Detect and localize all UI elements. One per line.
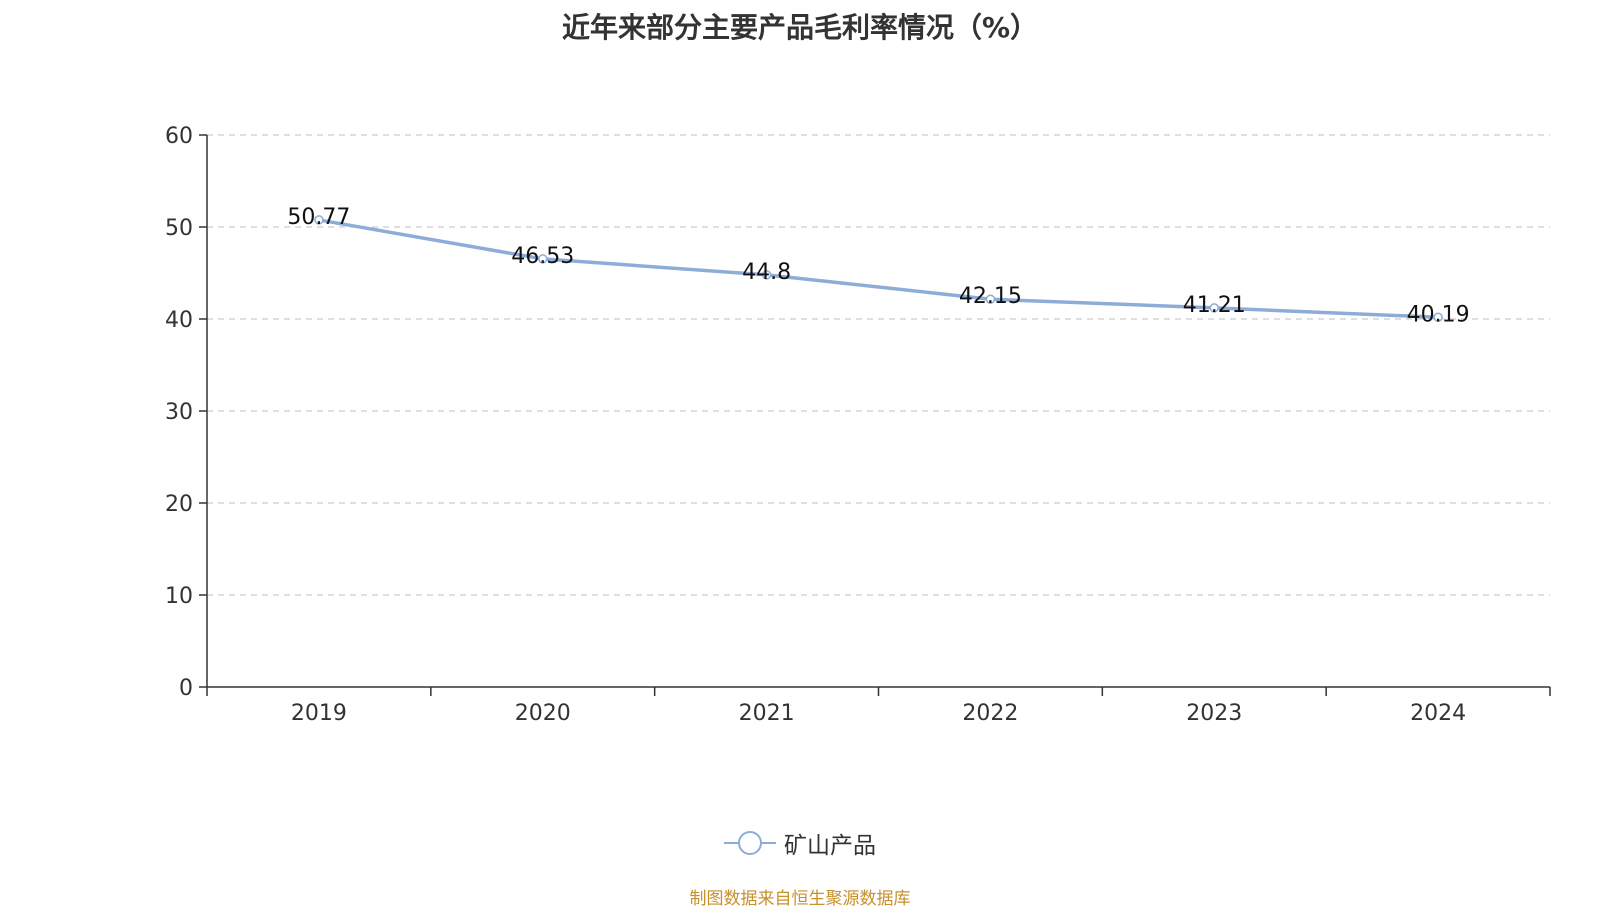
x-tick-label: 2020 [515,701,571,726]
data-point [985,294,996,304]
chart-title: 近年来部分主要产品毛利率情况（%） [561,11,1039,44]
axes: 0 10 20 30 40 50 60 2019 2020 2021 2022 2023 2024 [165,124,1551,726]
data-label: 41.21 [1183,293,1246,318]
grid-lines [207,134,1550,596]
legend: 矿山产品 [0,826,1600,860]
series-line [318,218,1439,320]
source-note: 制图数据来自恒生聚源数据库 [689,889,911,909]
y-tick-label: 40 [165,308,193,333]
series-layer [314,215,1443,323]
data-label: 40.19 [1407,302,1470,327]
data-point [314,215,324,225]
legend-line-circle-icon [724,831,776,855]
data-label: 44.8 [742,260,791,285]
data-labels: 50.77 46.53 44.8 42.15 41.21 40.19 [287,205,1469,327]
data-label: 46.53 [511,244,574,269]
x-tick-label: 2023 [1186,701,1242,726]
x-tick-label: 2021 [739,701,795,726]
y-tick-label: 0 [179,676,193,701]
y-tick-label: 20 [165,492,193,517]
x-tick-label: 2024 [1410,701,1466,726]
legend-item-mining-products[interactable]: 矿山产品 [724,826,876,860]
data-point [1433,312,1443,323]
data-label: 42.15 [959,284,1022,309]
data-point [1209,303,1219,313]
y-tick-label: 50 [165,216,193,241]
y-tick-label: 60 [165,124,193,149]
x-tick-label: 2019 [291,701,347,726]
data-point [538,254,548,264]
data-point [761,270,772,280]
y-tick-label: 10 [165,584,193,609]
x-tick-label: 2022 [962,701,1018,726]
legend-label: 矿山产品 [784,833,876,859]
data-label: 50.77 [287,205,350,230]
y-tick-label: 30 [165,400,193,425]
